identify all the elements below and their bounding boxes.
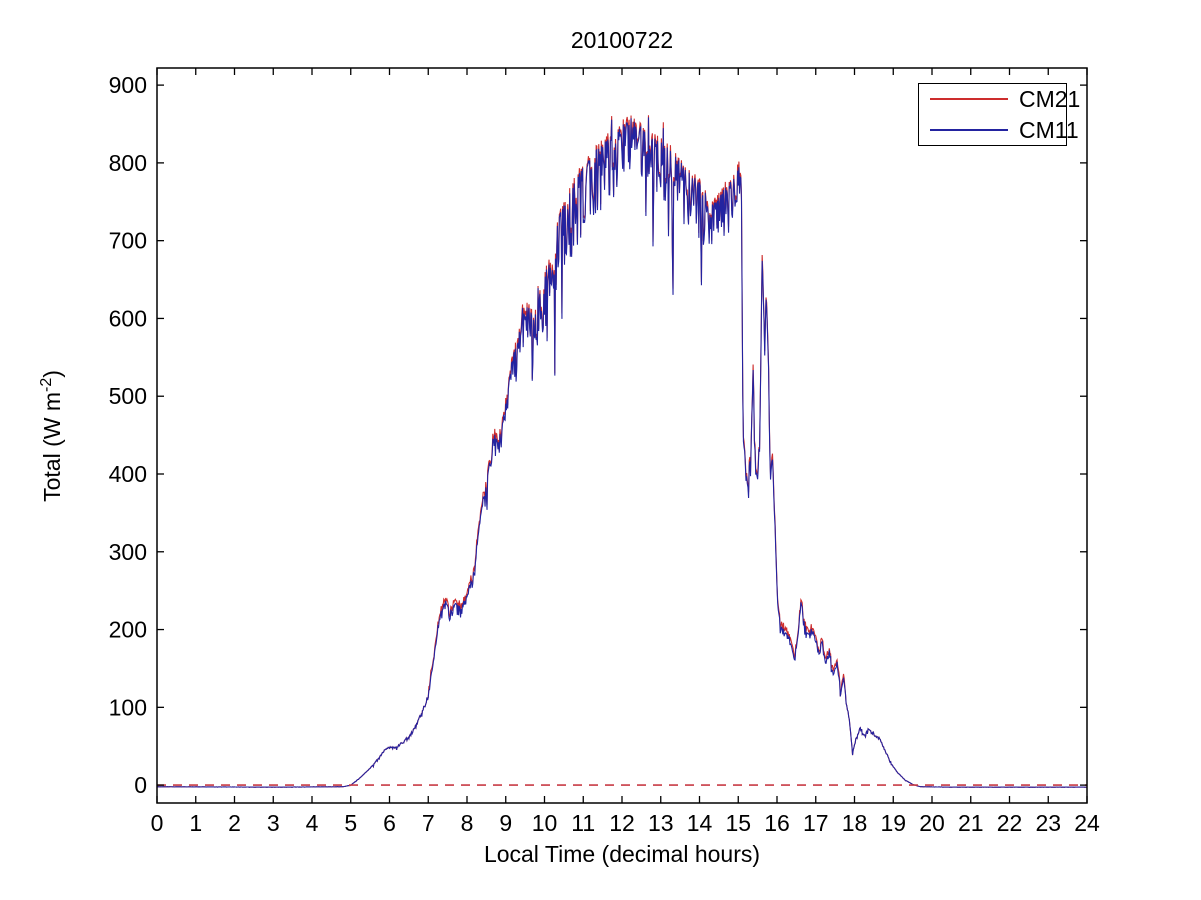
- y-axis-label-suffix: ): [38, 370, 65, 378]
- x-axis-label: Local Time (decimal hours): [483, 841, 761, 867]
- cm21-line: [156, 115, 1087, 788]
- series-cm11: [156, 117, 1087, 788]
- x-tick-label: 21: [958, 810, 984, 836]
- x-tick-label: 3: [267, 810, 280, 836]
- x-tick-labels: 0 1 2 3 4 5 6 7 8 9 10 11 12 13 14 15 16 17 18 19 20 21 22 23 24: [151, 810, 1100, 836]
- legend-label-cm11: CM11: [1019, 117, 1079, 143]
- legend-label-cm21: CM21: [1019, 86, 1081, 112]
- x-tick-label: 22: [997, 810, 1023, 836]
- cm21-line-sample: [930, 98, 1008, 100]
- x-tick-label: 4: [306, 810, 319, 836]
- y-axis-label: Total (W m-2): [38, 370, 66, 502]
- x-tick-label: 8: [461, 810, 474, 836]
- y-tick-label: 400: [109, 461, 147, 487]
- y-axis-label-superscript: -2: [38, 377, 56, 393]
- legend: CM21 CM11: [918, 83, 1080, 146]
- y-tick-label: 100: [109, 694, 147, 720]
- x-tick-label: 5: [344, 810, 357, 836]
- legend-entry-cm11: CM11: [919, 118, 1079, 142]
- y-axis-label-prefix: Total (W m: [38, 392, 65, 502]
- y-tick-label: 800: [109, 150, 147, 176]
- x-tick-label: 20: [919, 810, 945, 836]
- y-tick-label: 0: [134, 772, 147, 798]
- series-cm21: [156, 115, 1087, 788]
- x-tick-label: 15: [725, 810, 751, 836]
- x-tick-label: 19: [880, 810, 906, 836]
- y-tick-label: 700: [109, 228, 147, 254]
- cm11-line-sample: [930, 129, 1008, 131]
- x-tick-label: 11: [571, 810, 595, 836]
- x-tick-label: 23: [1035, 810, 1061, 836]
- y-tick-label: 900: [109, 72, 147, 98]
- chart-title: 20100722: [570, 27, 674, 53]
- x-tick-label: 1: [189, 810, 202, 836]
- cm11-line: [156, 117, 1087, 788]
- x-tick-label: 9: [499, 810, 512, 836]
- x-tick-label: 2: [228, 810, 241, 836]
- y-tick-label: 200: [109, 617, 147, 643]
- x-tick-label: 24: [1074, 810, 1100, 836]
- y-tick-label: 600: [109, 305, 147, 331]
- y-tick-label: 500: [109, 383, 147, 409]
- x-tick-label: 7: [422, 810, 435, 836]
- axis-box: [156, 67, 1088, 804]
- x-tick-label: 13: [648, 810, 674, 836]
- x-tick-label: 17: [803, 810, 829, 836]
- x-tick-label: 6: [383, 810, 396, 836]
- x-tick-label: 12: [609, 810, 635, 836]
- x-tick-label: 16: [764, 810, 790, 836]
- legend-entry-cm21: CM21: [919, 87, 1080, 111]
- x-tick-label: 18: [842, 810, 868, 836]
- axis-ticks: [156, 68, 1088, 803]
- x-tick-label: 14: [687, 810, 713, 836]
- y-tick-labels: 0 100 200 300 400 500 600 700 800 900: [109, 72, 147, 798]
- x-tick-label: 10: [532, 810, 558, 836]
- x-tick-label: 0: [151, 810, 164, 836]
- y-tick-label: 300: [109, 539, 147, 565]
